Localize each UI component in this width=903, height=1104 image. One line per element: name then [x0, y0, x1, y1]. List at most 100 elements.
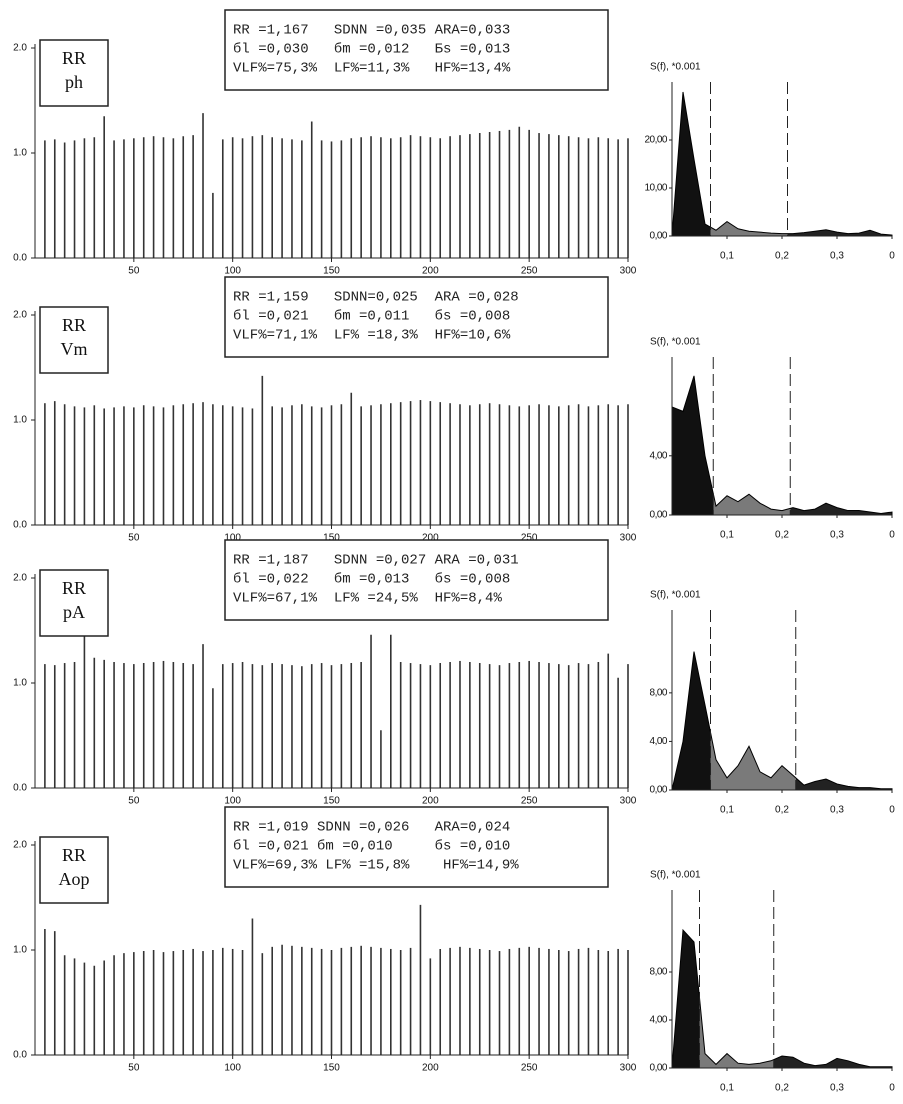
y-axis-label: S(f), *0.001: [650, 337, 701, 348]
x-tick-label: 0,2: [775, 805, 789, 816]
info-line: бl =0,022 бm =0,013 бs =0,008: [233, 571, 510, 588]
spectrum-area: [671, 928, 893, 1069]
y-tick-label: 1.0: [13, 148, 27, 159]
y-tick-label: 4,00: [650, 736, 668, 747]
y-tick-label: 1.0: [13, 678, 27, 689]
y-tick-label: 2.0: [13, 840, 27, 851]
x-tick-label: 0,2: [775, 530, 789, 541]
y-axis-label: S(f), *0.001: [650, 870, 701, 881]
x-tick-label: 250: [521, 796, 538, 807]
x-tick-label: 0,2: [775, 1083, 789, 1094]
x-tick-label: 100: [224, 533, 241, 544]
y-axis-label: S(f), *0.001: [650, 590, 701, 601]
info-line: бl =0,021 бm =0,011 бs =0,008: [233, 308, 510, 325]
info-box: [224, 9, 609, 91]
x-tick-label: 50: [128, 796, 140, 807]
x-tick-label: 0: [889, 805, 895, 816]
x-tick-label: 50: [128, 1063, 140, 1074]
x-tick-label: 100: [224, 266, 241, 277]
x-tick-label: 200: [422, 533, 439, 544]
label-box: [39, 306, 109, 374]
x-tick-label: 0,1: [720, 530, 734, 541]
info-line: бl =0,021 бm =0,010 бs =0,010: [233, 838, 510, 855]
x-tick-label: 150: [323, 533, 340, 544]
x-tick-label: 0: [889, 530, 895, 541]
info-box: [224, 806, 609, 888]
x-tick-label: 0,3: [830, 1083, 844, 1094]
info-line: RR =1,159 SDNN=0,025 ARA =0,028: [233, 290, 519, 306]
y-tick-label: 10,00: [644, 183, 667, 194]
info-line: RR =1,167 SDNN =0,035 ARA=0,033: [233, 23, 510, 39]
spectrum-area: [671, 375, 893, 516]
info-line: VLF%=67,1% LF% =24,5% HF%=8,4%: [233, 591, 502, 607]
info-line: VLF%=75,3% LF%=11,3% HF%=13,4%: [233, 61, 511, 77]
x-tick-label: 150: [323, 796, 340, 807]
x-tick-label: 100: [224, 796, 241, 807]
y-axis-label: S(f), *0.001: [650, 62, 701, 73]
x-tick-label: 250: [521, 266, 538, 277]
y-tick-label: 0,00: [650, 231, 668, 242]
x-tick-label: 250: [521, 1063, 538, 1074]
x-tick-label: 200: [422, 266, 439, 277]
x-tick-label: 0,1: [720, 805, 734, 816]
panel-label: RR: [62, 48, 86, 68]
y-tick-label: 0,00: [650, 1063, 668, 1074]
x-tick-label: 0,1: [720, 1083, 734, 1094]
x-tick-label: 250: [521, 533, 538, 544]
info-line: RR =1,187 SDNN =0,027 ARA =0,031: [233, 553, 519, 569]
x-tick-label: 0,3: [830, 530, 844, 541]
x-tick-label: 300: [620, 796, 637, 807]
y-tick-label: 0.0: [13, 253, 27, 264]
info-box: [224, 276, 609, 358]
x-tick-label: 0,1: [720, 251, 734, 262]
y-tick-label: 4,00: [650, 1015, 668, 1026]
x-tick-label: 50: [128, 533, 140, 544]
info-line: VLF%=71,1% LF% =18,3% HF%=10,6%: [233, 328, 511, 344]
info-line: RR =1,019 SDNN =0,026 ARA=0,024: [233, 820, 510, 836]
info-line: VLF%=69,3% LF% =15,8% HF%=14,9%: [233, 858, 519, 874]
panel-label: ph: [65, 72, 83, 92]
info-line: бl =0,030 бm =0,012 Бs =0,013: [233, 41, 510, 58]
y-tick-label: 0.0: [13, 1050, 27, 1061]
panel-label: RR: [62, 845, 86, 865]
y-tick-label: 1.0: [13, 945, 27, 956]
info-box: [224, 539, 609, 621]
y-tick-label: 20,00: [644, 135, 667, 146]
x-tick-label: 0,3: [830, 805, 844, 816]
x-tick-label: 150: [323, 266, 340, 277]
y-tick-label: 0.0: [13, 783, 27, 794]
x-tick-label: 300: [620, 1063, 637, 1074]
y-tick-label: 0.0: [13, 520, 27, 531]
panel-label: RR: [62, 315, 86, 335]
x-tick-label: 0,2: [775, 251, 789, 262]
label-box: [39, 569, 109, 637]
y-tick-label: 8,00: [650, 687, 668, 698]
x-tick-label: 300: [620, 533, 637, 544]
x-tick-label: 300: [620, 266, 637, 277]
panel-label: Aop: [59, 869, 90, 889]
panel-label: Vm: [61, 339, 88, 359]
y-tick-label: 2.0: [13, 310, 27, 321]
y-tick-label: 0,00: [650, 785, 668, 796]
x-tick-label: 150: [323, 1063, 340, 1074]
label-box: [39, 836, 109, 904]
x-tick-label: 0: [889, 251, 895, 262]
spectrum-area: [671, 91, 893, 237]
y-tick-label: 8,00: [650, 967, 668, 978]
panel-label: RR: [62, 578, 86, 598]
y-tick-label: 2.0: [13, 573, 27, 584]
x-tick-label: 200: [422, 1063, 439, 1074]
y-tick-label: 1.0: [13, 415, 27, 426]
y-tick-label: 4,00: [650, 450, 668, 461]
x-tick-label: 0,3: [830, 251, 844, 262]
x-tick-label: 0: [889, 1083, 895, 1094]
y-tick-label: 0,00: [650, 510, 668, 521]
x-tick-label: 50: [128, 266, 140, 277]
y-tick-label: 2.0: [13, 43, 27, 54]
label-box: [39, 39, 109, 107]
x-tick-label: 100: [224, 1063, 241, 1074]
x-tick-label: 200: [422, 796, 439, 807]
spectrum-area: [671, 651, 893, 791]
panel-label: pA: [63, 602, 85, 622]
